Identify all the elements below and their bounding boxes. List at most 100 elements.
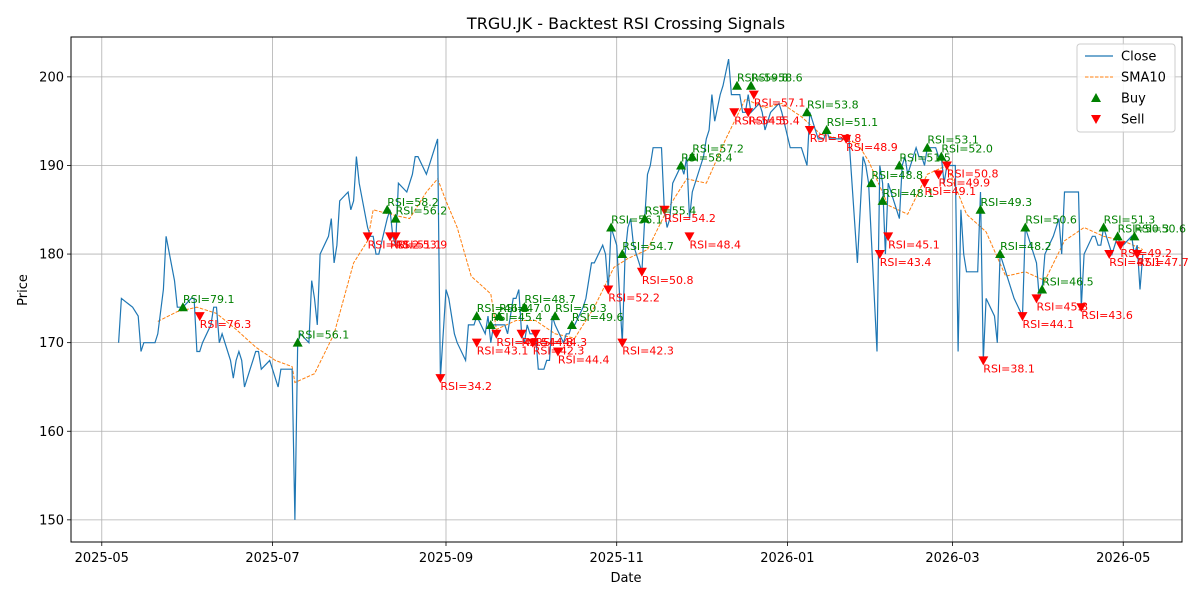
buy-label: RSI=51.5: [899, 151, 951, 164]
x-tick-label: 2025-05: [75, 551, 129, 566]
sell-label: RSI=49.1: [925, 185, 977, 198]
sell-marker: [941, 161, 952, 171]
sell-label: RSI=50.8: [642, 274, 694, 287]
buy-label: RSI=79.1: [183, 293, 235, 306]
sell-label: RSI=47.1: [1109, 256, 1161, 269]
sell-marker: [603, 285, 614, 295]
buy-label: RSI=51.3: [1104, 213, 1156, 226]
buy-marker: [292, 337, 303, 347]
sell-marker: [527, 338, 538, 348]
buy-marker: [746, 80, 757, 90]
buy-label: RSI=46.2: [477, 302, 529, 315]
buy-marker: [922, 142, 933, 152]
sell-marker: [617, 338, 628, 348]
buy-marker: [866, 178, 877, 188]
buy-label: RSI=46.5: [1042, 276, 1094, 289]
sell-label: RSI=44.1: [1022, 318, 1074, 331]
sell-label: RSI=57.1: [754, 97, 806, 110]
legend-label: Buy: [1121, 92, 1146, 107]
buy-label: RSI=49.6: [572, 311, 624, 324]
buy-label: RSI=54.7: [622, 240, 674, 253]
buy-marker: [894, 160, 905, 170]
legend-label: Close: [1121, 50, 1156, 65]
sell-marker: [919, 179, 930, 189]
buy-label: RSI=48.1: [883, 187, 935, 200]
x-tick-label: 2026-01: [760, 551, 814, 566]
legend-buy-swatch: [1091, 93, 1101, 102]
buy-label: RSI=58.2: [387, 196, 439, 209]
sell-label: RSI=43.6: [1081, 309, 1133, 322]
sma10-line: [157, 98, 1144, 384]
y-tick-label: 200: [39, 70, 64, 85]
buy-marker: [676, 160, 687, 170]
buy-label: RSI=47.0: [499, 302, 551, 315]
buy-marker: [995, 249, 1006, 259]
buy-label: RSI=55.4: [645, 205, 697, 218]
buy-label: RSI=50.3: [1118, 222, 1170, 235]
sell-label: RSI=43.1: [477, 345, 529, 358]
sell-marker: [552, 347, 563, 357]
sell-marker: [471, 338, 482, 348]
y-tick-label: 170: [39, 336, 64, 351]
sell-label: RSI=76.3: [200, 318, 252, 331]
sell-label: RSI=45.8: [1036, 300, 1088, 313]
sell-label: RSI=48.9: [846, 141, 898, 154]
signal-labels: RSI=79.1 RSI=76.3 RSI=56.1 RSI=48.2 RSI=58.2…: [183, 72, 1189, 393]
sell-label: RSI=42.3: [622, 345, 674, 358]
buy-label: RSI=48.2: [1000, 240, 1052, 253]
sell-label: RSI=53.9: [396, 238, 448, 251]
sell-label: RSI=48.4: [689, 238, 741, 251]
x-tick-label: 2025-09: [419, 551, 473, 566]
buy-label: RSI=50.6: [1025, 213, 1077, 226]
buy-marker: [877, 195, 888, 205]
sell-marker: [636, 267, 647, 277]
buy-marker: [975, 204, 986, 214]
sell-marker: [1017, 312, 1028, 322]
buy-label: RSI=58.6: [751, 72, 803, 85]
buy-marker: [821, 125, 832, 135]
buy-marker: [1020, 222, 1031, 232]
legend-label: SMA10: [1121, 71, 1166, 86]
x-tick-label: 2025-07: [245, 551, 299, 566]
buy-marker: [1098, 222, 1109, 232]
buy-marker: [550, 311, 561, 321]
sell-label: RSI=55.4: [748, 114, 800, 127]
legend-box: [1076, 43, 1176, 133]
buy-marker: [382, 204, 393, 214]
y-tick-label: 160: [39, 425, 64, 440]
sell-marker: [491, 329, 502, 339]
buy-label: RSI=56.1: [611, 213, 663, 226]
sell-marker: [1132, 250, 1143, 260]
sell-label: RSI=54.2: [664, 212, 716, 225]
buy-marker: [802, 107, 813, 117]
buy-marker: [494, 311, 505, 321]
sell-marker: [743, 108, 754, 118]
buy-marker: [936, 151, 947, 161]
sell-marker: [435, 374, 446, 384]
sell-marker: [804, 126, 815, 136]
sell-marker: [933, 170, 944, 180]
sell-label: RSI=52.2: [608, 292, 660, 305]
sell-marker: [1104, 250, 1115, 260]
sell-marker: [516, 329, 527, 339]
sell-label: RSI=34.2: [440, 380, 492, 393]
buy-marker: [732, 80, 743, 90]
legend-label: Sell: [1121, 113, 1144, 128]
y-tick-label: 180: [39, 248, 64, 263]
buy-marker: [617, 249, 628, 259]
buy-marker: [566, 319, 577, 329]
y-axis: 150 160 170 180 190 200: [39, 70, 71, 528]
sell-label: RSI=50.8: [810, 132, 862, 145]
y-tick-label: 150: [39, 513, 64, 528]
buy-label: RSI=48.7: [524, 293, 576, 306]
sell-label: RSI=44.4: [558, 354, 610, 367]
plot-area: RSI=79.1 RSI=76.3 RSI=56.1 RSI=48.2 RSI=58.2…: [70, 36, 1189, 543]
sell-label: RSI=44.5: [496, 336, 548, 349]
buy-marker: [639, 213, 650, 223]
sell-marker: [883, 232, 894, 242]
sell-label: RSI=50.8: [947, 167, 999, 180]
plot-frame: [70, 36, 1183, 543]
buy-label: RSI=53.8: [807, 98, 859, 111]
sell-marker: [1076, 303, 1087, 313]
y-axis-label: Price: [16, 274, 31, 306]
